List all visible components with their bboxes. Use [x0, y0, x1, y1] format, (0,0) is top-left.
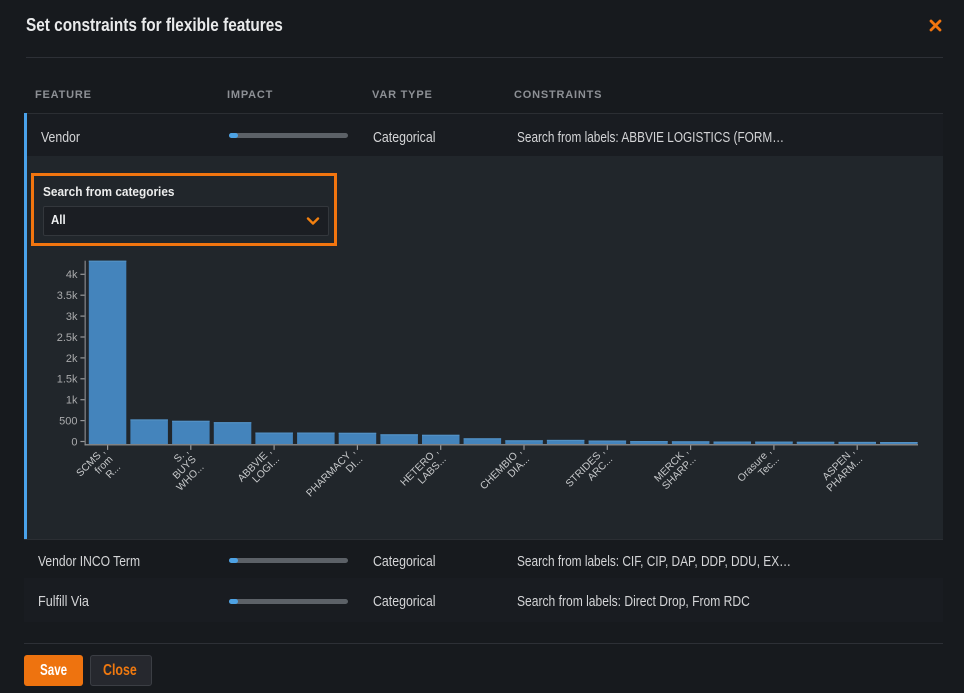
- svg-text:2k: 2k: [66, 353, 78, 365]
- svg-text:STRIDES ,ARC...: STRIDES ,ARC...: [564, 446, 615, 497]
- svg-text:1k: 1k: [66, 395, 78, 407]
- svg-text:3.5k: 3.5k: [57, 290, 78, 302]
- svg-text:1.5k: 1.5k: [57, 374, 78, 386]
- svg-text:Orasure ,Tec...: Orasure ,Tec...: [736, 446, 782, 492]
- svg-text:2.5k: 2.5k: [57, 332, 78, 344]
- svg-text:ABBVIE ,LOGI...: ABBVIE ,LOGI...: [236, 446, 282, 492]
- svg-text:500: 500: [59, 416, 77, 428]
- svg-text:4k: 4k: [66, 269, 78, 281]
- svg-text:MERCK ,SHARP...: MERCK ,SHARP...: [653, 446, 699, 492]
- svg-text:SCMS ,fromR...: SCMS ,fromR...: [75, 446, 123, 494]
- svg-text:ASPEN ,PHARM...: ASPEN ,PHARM...: [817, 446, 865, 494]
- svg-text:0: 0: [71, 436, 77, 448]
- svg-text:CHEMBIO ,DIA...: CHEMBIO ,DIA...: [478, 446, 532, 500]
- svg-text:PHARMACY ,DI...: PHARMACY ,DI...: [305, 446, 366, 507]
- svg-text:S. ,BUYSWHO...: S. ,BUYSWHO...: [159, 446, 206, 493]
- svg-text:HETERO ,LABS...: HETERO ,LABS...: [399, 446, 449, 496]
- svg-text:3k: 3k: [66, 311, 78, 323]
